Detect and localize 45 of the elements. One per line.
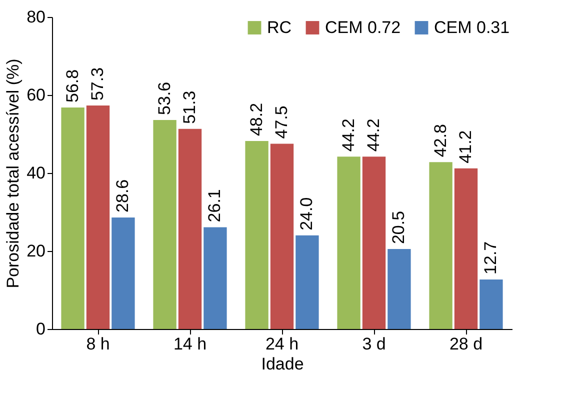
bar [204,227,227,329]
x-tick-label: 8 h [86,334,110,354]
y-tick-label: 40 [26,164,46,182]
data-label: 24.0 [297,197,316,230]
data-label: 26.1 [205,189,224,222]
bar [61,107,84,329]
data-label: 53.6 [154,82,174,115]
bar [270,144,294,329]
y-axis-title: Porosidade total acessível (%) [4,58,23,288]
legend-label: CEM 0.72 [325,18,401,37]
legend-label: RC [267,18,292,37]
y-tick-label: 60 [26,86,46,104]
data-label: 48.2 [246,102,266,136]
bar [480,279,503,329]
data-label: 42.8 [430,124,450,158]
bar [429,162,452,329]
data-label: 20.5 [389,210,408,244]
bar [337,156,360,329]
x-tick-label: 14 h [173,334,207,354]
bar [178,128,202,329]
x-tick-label: 3 d [362,334,386,354]
x-tick-label: 24 h [265,334,299,354]
bar [362,156,386,329]
y-tick-label: 0 [36,320,46,338]
data-label: 47.5 [272,106,291,139]
bar [245,141,268,329]
y-tick-label: 20 [26,242,46,260]
x-axis-title: Idade [261,354,304,374]
bar [86,106,110,329]
data-label: 28.6 [113,179,132,212]
legend-label: CEM 0.31 [434,18,510,37]
data-label: 56.8 [62,69,82,102]
data-label: 51.3 [180,90,199,124]
data-label: 12.7 [481,241,500,274]
bar [153,120,176,329]
y-tick-label: 80 [26,8,46,26]
bar [296,235,319,329]
bar [112,217,135,329]
data-label: 57.3 [88,67,107,101]
data-label: 44.2 [364,118,383,152]
bar [388,249,411,329]
bar [454,168,478,329]
data-label: 44.2 [338,118,358,152]
x-tick-label: 28 d [449,334,483,354]
data-label: 41.2 [456,130,475,164]
